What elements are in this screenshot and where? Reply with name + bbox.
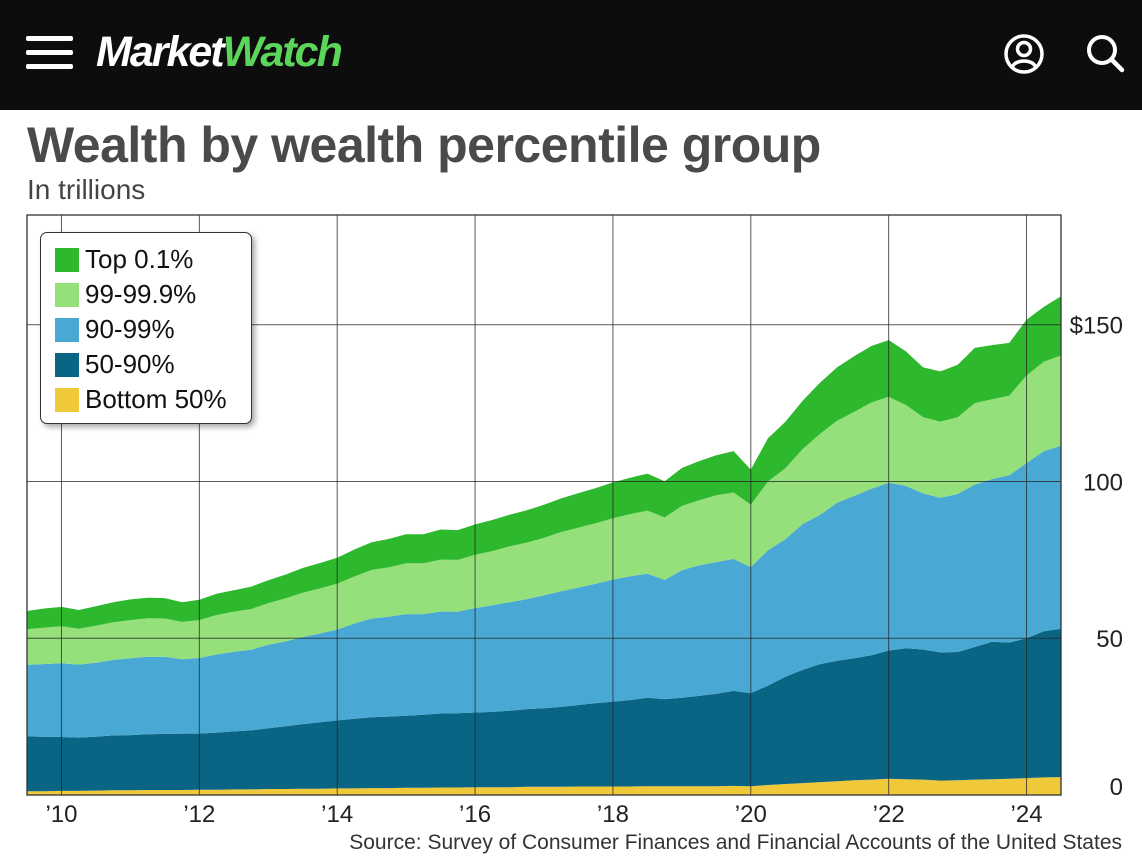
account-icon[interactable] — [1003, 33, 1045, 75]
legend-item-99-99-9: 99-99.9% — [55, 277, 251, 312]
chart-legend: Top 0.1% 99-99.9% 90-99% 50-90% Bottom 5… — [40, 232, 252, 424]
legend-label: 99-99.9% — [85, 279, 197, 309]
x-tick-label: ’10 — [45, 801, 77, 828]
legend-swatch — [55, 317, 79, 342]
area-series-bottom-50 — [27, 777, 1061, 795]
x-tick-label: ’24 — [1011, 801, 1043, 828]
area-series-90-99 — [27, 445, 1061, 738]
legend-label: 90-99% — [85, 314, 175, 344]
chart-source: Source: Survey of Consumer Finances and … — [349, 831, 1122, 854]
legend-label: Top 0.1% — [85, 244, 194, 274]
legend-item-bottom-50: Bottom 50% — [55, 382, 251, 417]
legend-item-50-90: 50-90% — [55, 347, 251, 382]
legend-item-90-99: 90-99% — [55, 312, 251, 347]
top-nav-bar: MarketWatch — [0, 0, 1142, 110]
y-tick-label: 0 — [1110, 774, 1123, 801]
legend-swatch — [55, 247, 79, 272]
x-tick-label: ’22 — [873, 801, 905, 828]
y-tick-label: $150 — [1070, 313, 1123, 340]
marketwatch-logo[interactable]: MarketWatch — [96, 22, 343, 82]
area-series-50-90 — [27, 628, 1061, 792]
logo-watch: Watch — [222, 28, 343, 76]
x-tick-label: ’12 — [183, 801, 215, 828]
plot-frame — [26, 214, 1062, 796]
x-tick-label: ’16 — [459, 801, 491, 828]
legend-item-top-0-1: Top 0.1% — [55, 242, 251, 277]
search-icon[interactable] — [1084, 32, 1126, 74]
legend-swatch — [55, 352, 79, 377]
legend-swatch — [55, 387, 79, 412]
area-series-99-99-9 — [27, 355, 1061, 665]
x-tick-label: ’14 — [321, 801, 353, 828]
y-tick-label: 100 — [1083, 469, 1123, 496]
logo-market: Market — [96, 28, 225, 76]
chart-subtitle: In trillions — [27, 174, 146, 205]
hamburger-menu-icon[interactable] — [26, 34, 74, 70]
x-tick-label: ’18 — [597, 801, 629, 828]
x-tick-label: ’20 — [735, 801, 767, 828]
legend-label: 50-90% — [85, 349, 175, 379]
legend-swatch — [55, 282, 79, 307]
chart-title: Wealth by wealth percentile group — [27, 117, 821, 173]
y-tick-label: 50 — [1096, 626, 1123, 653]
stacked-area-chart: ’10 ’12 ’14 ’16 ’18 ’20 ’22 ’24 0 50 100 $150 — [26, 214, 1123, 828]
legend-label: Bottom 50% — [85, 384, 227, 414]
